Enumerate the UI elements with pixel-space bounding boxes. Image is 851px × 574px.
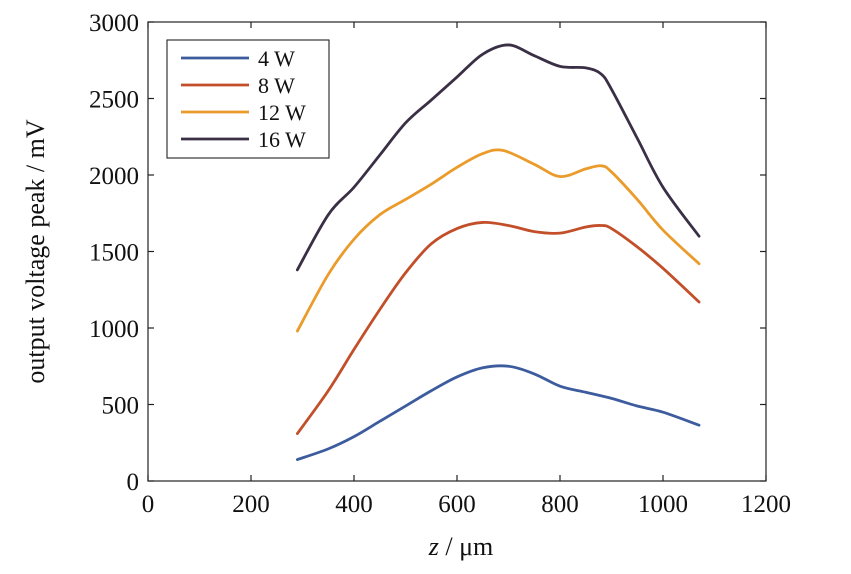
series-line-12w [295,148,701,333]
x-tick-label: 400 [335,491,373,518]
legend-label: 16 W [258,127,306,152]
x-tick-label: 200 [232,491,270,518]
x-tick-label: 600 [438,491,476,518]
y-tick-label: 3000 [89,10,139,37]
y-tick-label: 0 [127,469,140,496]
y-tick-label: 1500 [89,240,139,267]
series-line-16w [295,43,701,272]
x-axis-title-variable: z [428,532,439,561]
y-tick-label: 2000 [89,163,139,190]
legend-label: 4 W [258,46,295,71]
legend-label: 12 W [258,100,306,125]
legend-label: 8 W [258,73,295,98]
y-tick-label: 2500 [89,87,139,114]
y-tick-label: 500 [102,393,140,420]
y-tick-label: 1000 [89,316,139,343]
y-axis-title: output voltage peak / mV [21,119,50,384]
x-tick-label: 0 [142,491,155,518]
series-line-4w [295,364,701,461]
x-tick-label: 800 [541,491,579,518]
x-tick-label: 1000 [638,491,688,518]
x-tick-label: 1200 [741,491,791,518]
series-line-8w [295,220,701,435]
x-axis-title-unit: / μm [439,532,493,561]
x-axis-title: z / μm [428,532,494,561]
